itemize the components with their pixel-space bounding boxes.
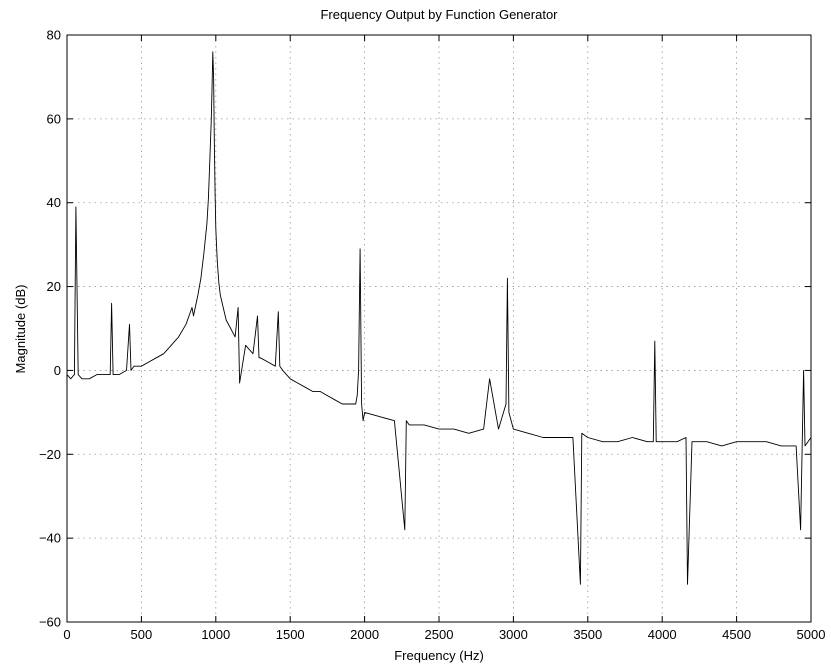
gridlines [67,35,811,622]
x-axis-tick-labels: 0 500 1000 1500 2000 2500 3000 3500 4000 4500 5000 [63,627,825,642]
y-tick-label: −40 [39,531,61,546]
x-tick-label: 0 [63,627,70,642]
x-tick-label: 1500 [276,627,305,642]
x-tick-label: 4000 [648,627,677,642]
y-tick-label: −20 [39,447,61,462]
y-tick-label: 60 [47,111,61,126]
x-tick-label: 1000 [201,627,230,642]
x-tick-label: 2500 [425,627,454,642]
x-tick-label: 3000 [499,627,528,642]
x-tick-label: 4500 [722,627,751,642]
y-axis-label: Magnitude (dB) [13,285,28,374]
y-tick-label: −60 [39,615,61,630]
x-tick-label: 3500 [573,627,602,642]
y-axis-tick-labels: −60 −40 −20 0 20 40 60 80 [39,28,61,630]
spectrum-trace-layer [67,52,811,585]
x-axis-label: Frequency (Hz) [394,648,484,663]
y-tick-label: 80 [47,28,61,43]
x-tick-label: 5000 [797,627,826,642]
spectrum-series-line [67,52,811,585]
y-tick-label: 0 [54,363,61,378]
x-tick-label: 500 [131,627,153,642]
y-tick-label: 20 [47,279,61,294]
y-tick-label: 40 [47,195,61,210]
chart-title: Frequency Output by Function Generator [320,7,558,22]
x-tick-label: 2000 [350,627,379,642]
